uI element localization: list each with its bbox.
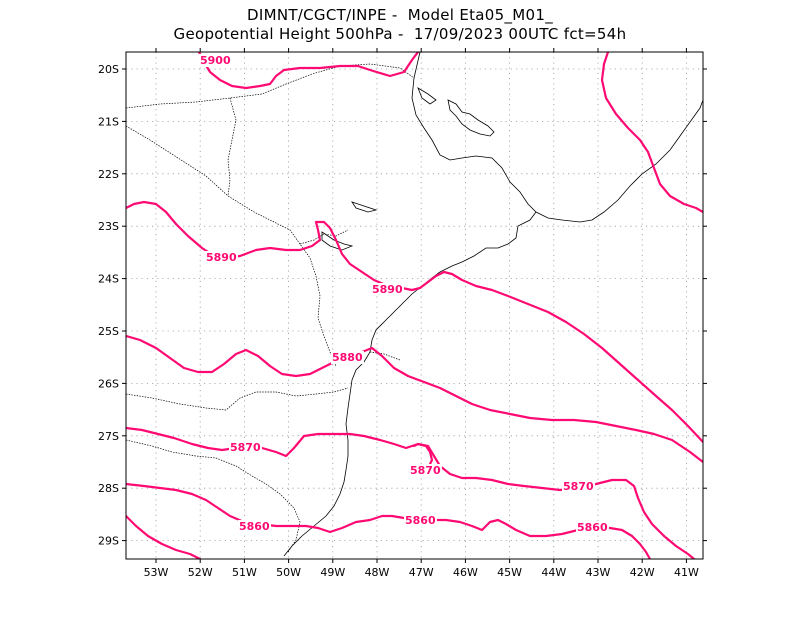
lat-tick-label: 23S <box>98 220 119 233</box>
grid-lines <box>126 52 703 559</box>
contour-label-5860-b: 5860 <box>405 514 436 527</box>
lon-tick-label: 46W <box>453 566 478 579</box>
guanabara-bay <box>321 87 495 251</box>
longitude-axis: 53W 52W 51W 50W 49W 48W 47W 46W 45W 44W 43W 42W 41W <box>144 48 699 579</box>
lat-tick-label: 24S <box>98 273 119 286</box>
contour-5890 <box>126 200 703 444</box>
latitude-axis: 20S 21S 22S 23S 24S 25S 26S 27S 28S 29S <box>98 63 707 548</box>
lon-tick-label: 44W <box>541 566 566 579</box>
contour-5900-west <box>197 52 420 90</box>
lon-tick-label: 49W <box>320 566 345 579</box>
contour-5860-south <box>126 514 202 559</box>
lon-tick-label: 52W <box>188 566 213 579</box>
lon-tick-label: 42W <box>630 566 655 579</box>
lon-tick-label: 45W <box>497 566 522 579</box>
contour-label-5900: 5900 <box>200 54 231 67</box>
contour-label-background <box>371 283 404 296</box>
contour-5870 <box>126 426 696 559</box>
map-title-line2: Geopotential Height 500hPa - 17/09/2023 … <box>173 25 627 43</box>
contour-label-background <box>238 520 271 533</box>
lon-tick-label: 48W <box>365 566 390 579</box>
contour-label-background <box>562 480 595 493</box>
plot-frame <box>125 51 704 560</box>
contour-label-5870-b: 5870 <box>410 464 441 477</box>
lat-tick-label: 22S <box>98 168 119 181</box>
state-borders <box>126 63 415 553</box>
contour-label-background <box>331 351 364 364</box>
contour-5900-east <box>600 52 703 214</box>
contour-label-5870-a: 5870 <box>230 441 261 454</box>
contour-labels: 5900 5890 5890 5880 5870 5870 5870 5860 … <box>199 54 609 534</box>
lat-tick-label: 26S <box>98 377 119 390</box>
lat-tick-label: 28S <box>98 482 119 495</box>
lat-tick-label: 27S <box>98 430 119 443</box>
contour-label-5880: 5880 <box>332 351 363 364</box>
lat-tick-label: 20S <box>98 63 119 76</box>
lat-tick-label: 21S <box>98 115 119 128</box>
coastline <box>283 52 703 557</box>
lat-tick-label: 25S <box>98 325 119 338</box>
contour-label-background <box>205 251 238 264</box>
contour-label-background <box>199 54 232 67</box>
contour-label-5890-b: 5890 <box>372 283 403 296</box>
contour-label-background <box>409 464 442 477</box>
lon-tick-label: 41W <box>674 566 699 579</box>
contour-lines <box>126 52 703 559</box>
lat-tick-label: 29S <box>98 535 119 548</box>
contour-label-5860-c: 5860 <box>577 521 608 534</box>
lon-tick-label: 51W <box>232 566 257 579</box>
contour-label-background <box>404 514 437 527</box>
lon-tick-label: 47W <box>409 566 434 579</box>
contour-5880 <box>126 334 703 464</box>
contour-5860 <box>126 482 652 559</box>
lon-tick-label: 53W <box>144 566 169 579</box>
contour-5870-loop <box>412 442 434 466</box>
contour-label-background <box>576 521 609 534</box>
contour-label-background <box>229 441 262 454</box>
map-title-line1: DIMNT/CGCT/INPE - Model Eta05_M01_ <box>247 6 553 24</box>
lon-tick-label: 50W <box>276 566 301 579</box>
contour-label-5870-c: 5870 <box>563 480 594 493</box>
contour-label-5860-a: 5860 <box>239 520 270 533</box>
lon-tick-label: 43W <box>586 566 611 579</box>
contour-label-5890-a: 5890 <box>206 251 237 264</box>
